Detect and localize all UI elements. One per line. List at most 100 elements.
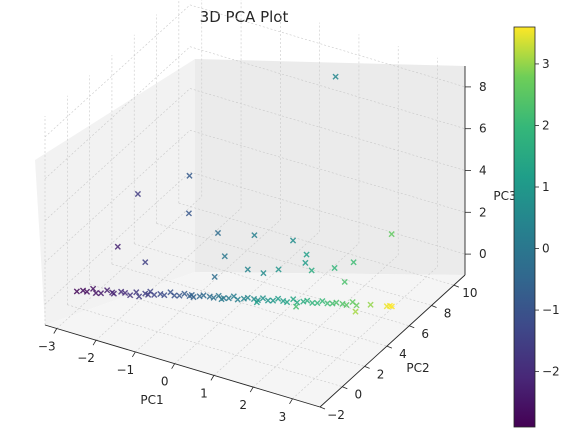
scatter-point xyxy=(331,264,338,272)
y-tick-mark xyxy=(453,284,459,288)
scatter-point xyxy=(280,297,287,305)
scatter-point xyxy=(186,172,193,179)
scatter-point xyxy=(319,298,326,305)
x-tick-mark xyxy=(210,375,215,381)
colorbar-tick-label: 0 xyxy=(542,242,550,256)
scatter-point xyxy=(230,293,237,300)
grid-line-x-floor xyxy=(56,196,202,329)
y-tick-labels: −2 0 246 8 10 xyxy=(327,286,477,422)
z-axis-label: PC3 xyxy=(493,189,516,203)
x-tick-mark xyxy=(171,363,175,369)
scatter-point xyxy=(110,290,117,297)
x-axis-label: PC1 xyxy=(140,393,163,407)
x-tick-label: −3 xyxy=(38,340,56,354)
scatter-point xyxy=(133,289,140,296)
scatter-point xyxy=(145,291,152,298)
scatter-points xyxy=(73,73,395,315)
scatter-point xyxy=(127,292,134,299)
scatter-point xyxy=(196,293,203,300)
grid-line-z-side xyxy=(44,46,191,179)
y-tick-label: 4 xyxy=(399,347,407,361)
y-axis-label: PC2 xyxy=(406,361,429,375)
scatter-point xyxy=(221,253,228,260)
scatter-point xyxy=(251,232,258,239)
z-tick-label: 4 xyxy=(479,164,487,178)
scatter-point xyxy=(253,299,260,306)
grid-line-x-floor xyxy=(253,254,399,388)
z-tick-label: 2 xyxy=(479,205,487,219)
y-tick-mark xyxy=(409,325,415,329)
x-tick-mark xyxy=(92,340,97,346)
scatter-point xyxy=(244,266,251,273)
x-tick-label: −2 xyxy=(77,351,95,365)
z-tick-labels: 0 2 4 6 8 xyxy=(479,80,487,261)
back-pane xyxy=(195,59,465,275)
chart-title: 3D PCA Plot xyxy=(200,8,289,26)
scatter-point xyxy=(188,291,195,299)
y-tick-mark xyxy=(431,305,437,308)
scatter-point xyxy=(260,270,267,277)
y-axis-line xyxy=(319,274,466,408)
scatter-point xyxy=(259,295,267,302)
grid-line-x-floor xyxy=(213,243,360,376)
scatter-point xyxy=(308,267,315,274)
grid-line-x-floor xyxy=(95,208,242,341)
y-tick-label: 0 xyxy=(354,388,362,402)
scatter-point xyxy=(214,229,222,237)
scatter-point xyxy=(167,289,174,296)
z-tick-label: 0 xyxy=(479,247,487,261)
scatter-point xyxy=(181,290,188,297)
scatter-point xyxy=(388,231,395,238)
x-tick-labels: −3 −2 −1 0 1 2 3 xyxy=(38,340,286,424)
colorbar xyxy=(513,26,536,428)
grid-line-x-floor xyxy=(174,231,320,364)
scatter-point xyxy=(367,301,374,308)
scatter-point xyxy=(269,297,277,304)
scatter-point xyxy=(185,210,192,217)
scatter-point xyxy=(324,300,331,307)
scatter-point xyxy=(341,278,348,286)
scatter-point xyxy=(97,290,105,297)
grid-line-z-side xyxy=(44,4,191,138)
grid-line-x-floor xyxy=(135,219,281,353)
scatter-point xyxy=(329,300,336,307)
tick-marks xyxy=(53,86,471,410)
y-tick-mark xyxy=(364,366,370,369)
y-tick-mark xyxy=(386,345,393,349)
x-tick-label: 0 xyxy=(161,375,169,389)
scatter-point xyxy=(135,293,143,300)
colorbar-tick-label: −1 xyxy=(542,303,560,317)
scatter-point xyxy=(383,303,390,310)
x-tick-label: 1 xyxy=(200,386,208,400)
x-tick-mark xyxy=(249,386,254,393)
scatter-point xyxy=(73,288,80,295)
scatter-point xyxy=(302,259,309,266)
y-tick-label: 10 xyxy=(462,286,477,300)
scatter-point xyxy=(134,190,142,198)
scatter-point xyxy=(211,273,218,280)
colorbar-tick-label: −2 xyxy=(542,365,560,379)
z-tick-label: 8 xyxy=(479,80,487,94)
grid-line-x-floor xyxy=(292,266,438,400)
x-axis-line xyxy=(44,324,321,408)
grid-line-z-side xyxy=(44,130,191,263)
scatter-point xyxy=(303,251,310,258)
x-tick-mark xyxy=(53,328,58,334)
scatter-point xyxy=(218,296,225,303)
scatter-point xyxy=(349,298,356,306)
grid-lines xyxy=(44,0,466,408)
scatter-point xyxy=(289,237,297,244)
scatter-point xyxy=(79,287,87,294)
scatter-point xyxy=(339,300,346,307)
scatter-point xyxy=(332,73,339,80)
y-tick-label: −2 xyxy=(327,408,345,422)
y-tick-label: 8 xyxy=(444,306,452,320)
x-tick-mark xyxy=(132,351,136,358)
scatter-point xyxy=(292,303,300,310)
x-tick-label: 3 xyxy=(279,410,287,424)
y-tick-mark xyxy=(342,386,348,390)
scatter-point xyxy=(352,308,359,315)
scatter-point xyxy=(92,289,100,297)
